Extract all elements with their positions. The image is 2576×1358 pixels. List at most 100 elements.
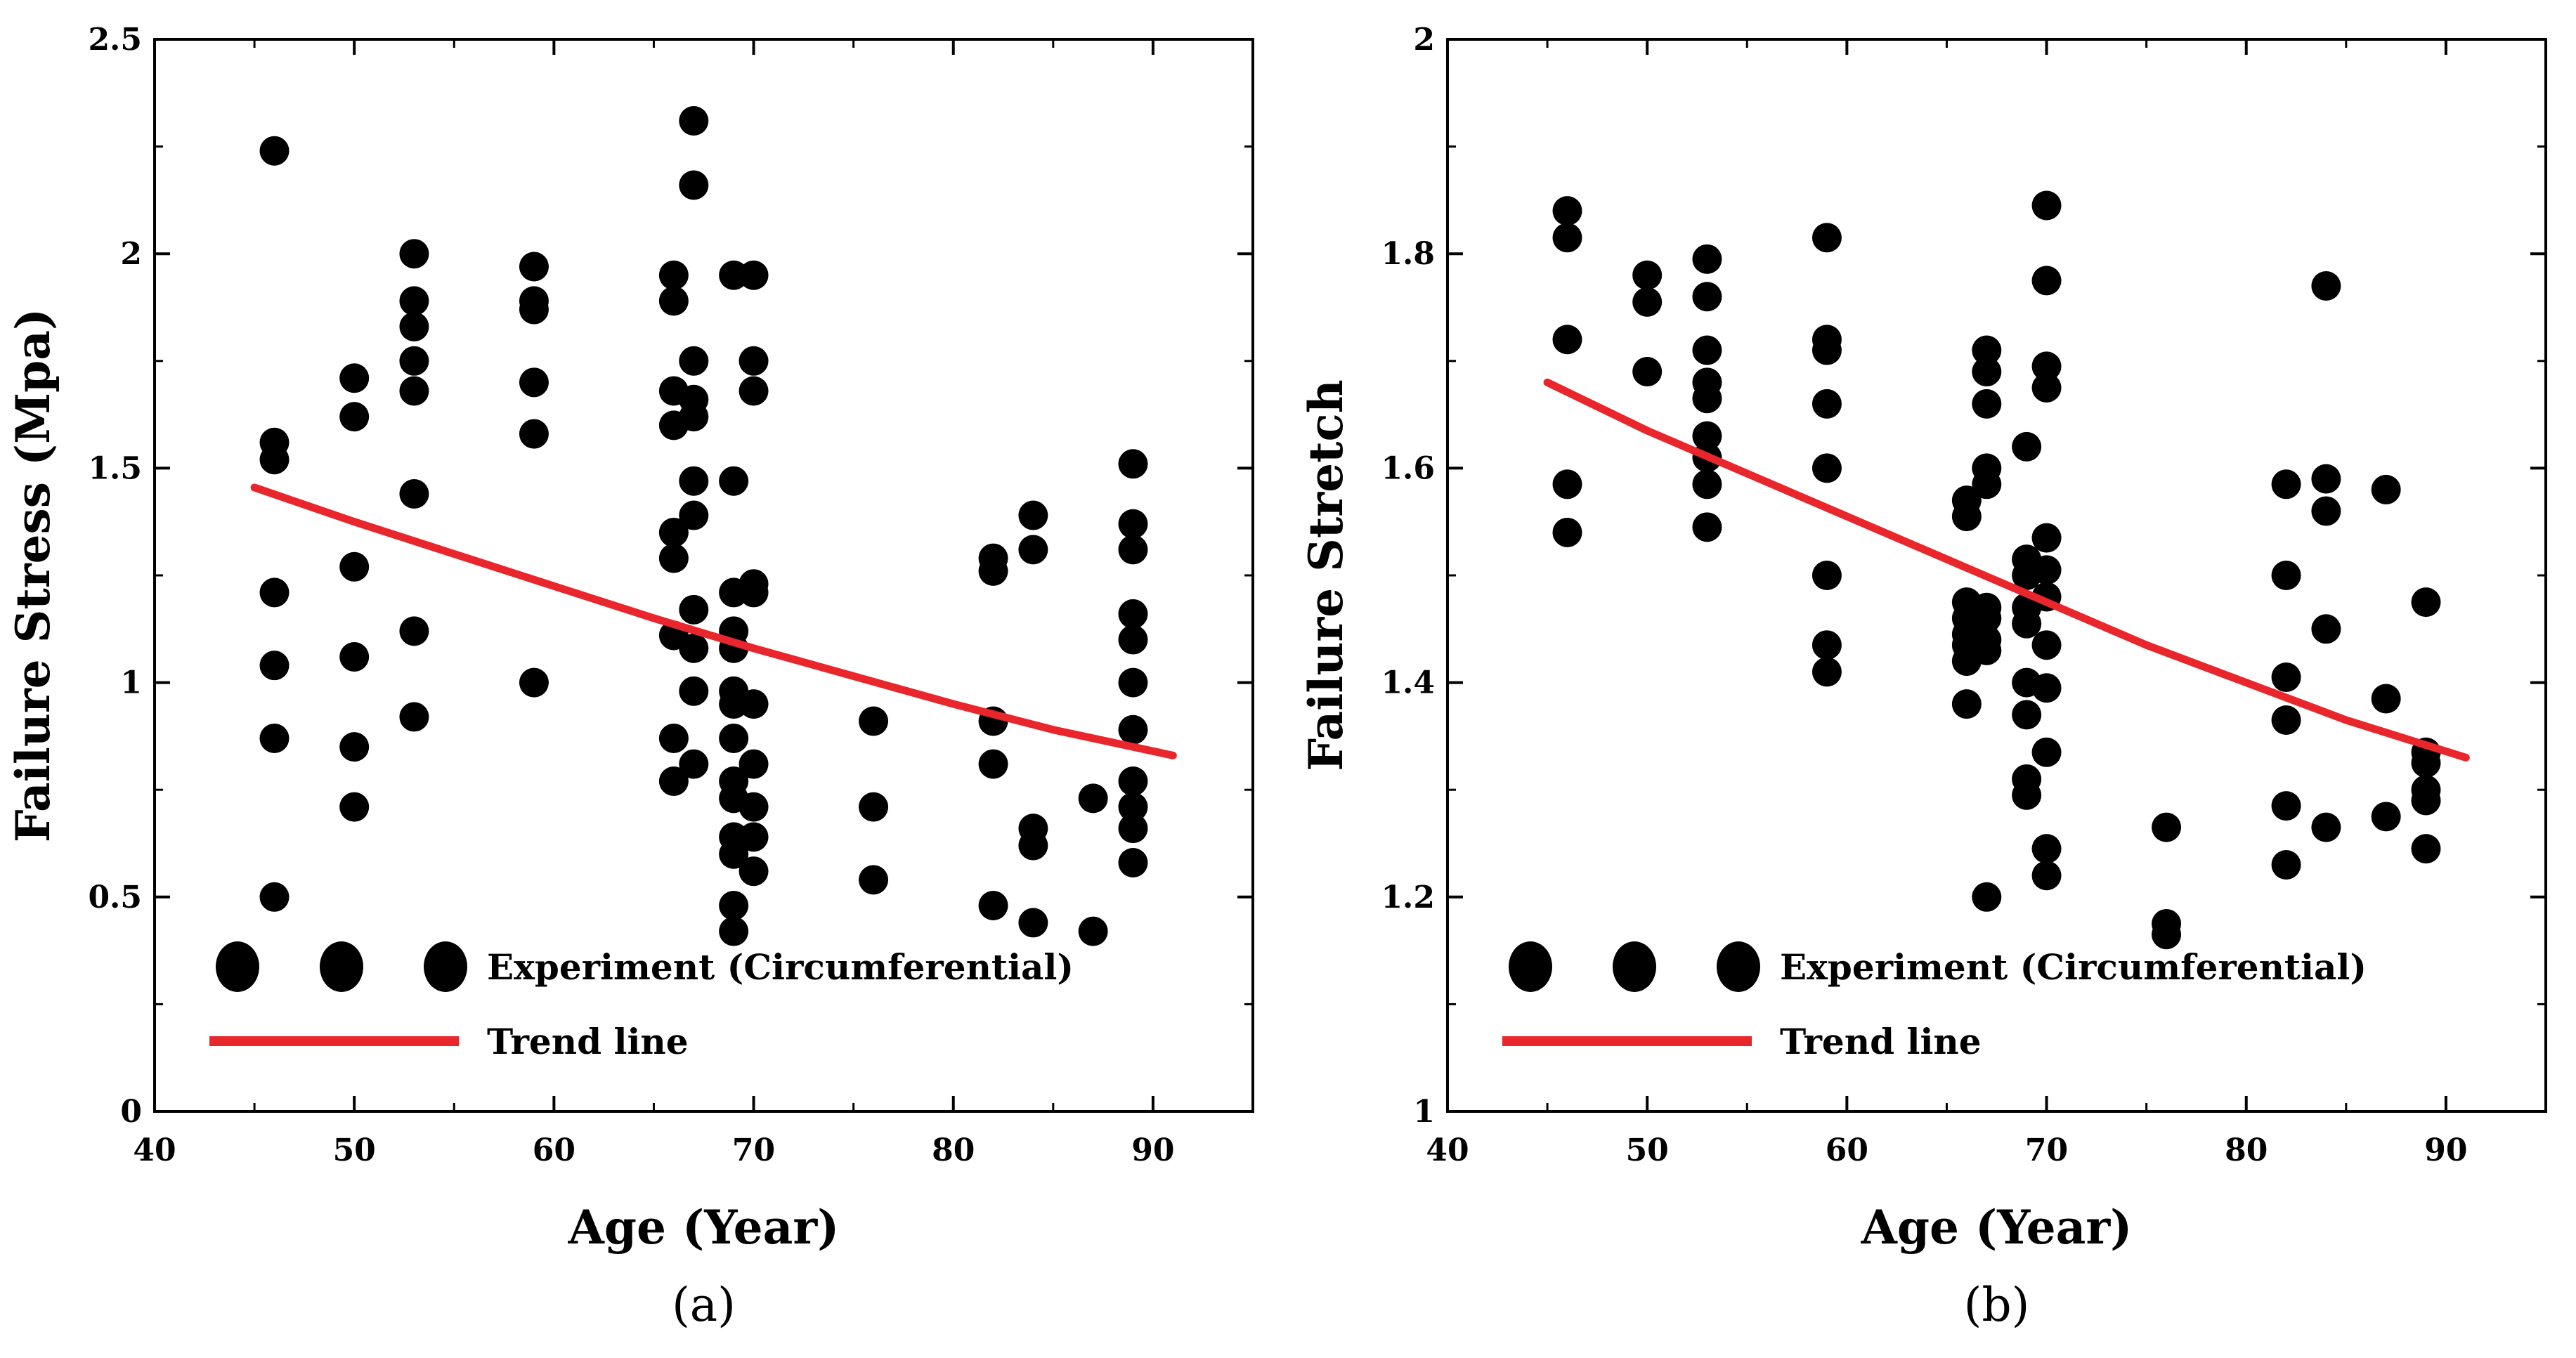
- data-point: [2271, 791, 2301, 821]
- data-point: [1951, 689, 1982, 719]
- data-point: [1972, 635, 2002, 665]
- x-tick-label: 40: [133, 1132, 176, 1168]
- x-tick-label: 50: [333, 1132, 376, 1168]
- data-point: [658, 766, 689, 796]
- data-point: [519, 367, 549, 398]
- data-point: [1078, 916, 1108, 946]
- scatter-series: [1552, 190, 2441, 950]
- data-point: [2031, 190, 2062, 221]
- y-tick-label: 1.4: [1381, 665, 1435, 701]
- data-point: [2271, 850, 2301, 880]
- data-point: [739, 822, 769, 852]
- x-tick-label: 40: [1426, 1132, 1469, 1168]
- data-point: [1692, 335, 1722, 365]
- data-point: [2031, 266, 2062, 296]
- data-point: [2031, 737, 2062, 767]
- data-point: [259, 136, 290, 166]
- data-point: [679, 346, 709, 376]
- data-point: [2031, 673, 2062, 703]
- chart-panel-a: 40 50 60 70 80 90 0 0.5 1 1.5 2 2.5 Age (Year) Failur…: [6, 22, 1254, 1332]
- data-point: [339, 792, 370, 822]
- data-point: [1692, 384, 1722, 414]
- data-point: [2031, 555, 2062, 585]
- data-point: [1972, 882, 2002, 912]
- data-point: [1118, 509, 1148, 539]
- data-point: [1118, 449, 1148, 479]
- data-point: [259, 882, 290, 912]
- data-point: [399, 702, 429, 732]
- data-point: [519, 294, 549, 325]
- data-point: [259, 577, 290, 608]
- data-point: [2371, 684, 2401, 714]
- data-point: [2012, 608, 2042, 639]
- data-point: [399, 311, 429, 341]
- data-point: [399, 346, 429, 376]
- data-point: [719, 466, 749, 496]
- data-point: [739, 792, 769, 822]
- data-point: [2152, 812, 2182, 842]
- data-point: [1811, 389, 1842, 419]
- data-point: [339, 551, 370, 582]
- y-tick-label: 1: [1413, 1094, 1435, 1130]
- x-tick-label: 70: [732, 1132, 775, 1168]
- data-point: [719, 839, 749, 869]
- data-point: [739, 376, 769, 406]
- legend-label-trend: Trend line: [1780, 1021, 1982, 1062]
- data-point: [1692, 421, 1722, 451]
- data-point: [2012, 700, 2042, 730]
- x-axis-title: Age (Year): [1861, 1200, 2133, 1255]
- trend-line: [250, 483, 1177, 759]
- legend: Experiment (Circumferential) Trend line: [1502, 941, 2367, 1062]
- data-point: [2311, 614, 2341, 644]
- data-point: [1972, 389, 2002, 419]
- y-tick-label: 1.5: [88, 450, 142, 486]
- data-point: [859, 792, 889, 822]
- data-point: [1118, 625, 1148, 655]
- data-point: [1951, 502, 1982, 532]
- x-tick-label: 90: [2424, 1132, 2467, 1168]
- data-point: [1118, 792, 1148, 822]
- legend-label-experiment: Experiment (Circumferential): [487, 946, 1074, 988]
- data-point: [519, 252, 549, 282]
- scatter-series: [259, 105, 1148, 946]
- trend-line: [1543, 378, 2470, 762]
- data-point: [658, 286, 689, 316]
- legend-marker-circle: [216, 941, 259, 992]
- data-point: [1018, 830, 1048, 861]
- data-point: [719, 916, 749, 946]
- data-point: [1632, 260, 1663, 290]
- y-tick-label: 2.5: [88, 22, 142, 58]
- y-tick-label: 1.2: [1381, 880, 1435, 915]
- data-point: [1811, 223, 1842, 253]
- data-point: [978, 891, 1008, 921]
- data-point: [1118, 847, 1148, 877]
- data-point: [1811, 561, 1842, 590]
- data-point: [1811, 453, 1842, 483]
- data-point: [1811, 335, 1842, 365]
- data-point: [2031, 834, 2062, 864]
- data-point: [339, 402, 370, 432]
- data-point: [2311, 812, 2341, 842]
- data-point: [1692, 469, 1722, 500]
- data-point: [1632, 357, 1663, 387]
- data-point: [2411, 587, 2441, 618]
- data-point: [339, 363, 370, 393]
- data-point: [679, 500, 709, 530]
- x-tick-label: 80: [932, 1132, 975, 1168]
- data-point: [519, 419, 549, 449]
- data-point: [1552, 325, 1582, 355]
- legend-label-trend: Trend line: [487, 1021, 689, 1062]
- data-point: [1018, 908, 1048, 938]
- data-point: [658, 723, 689, 753]
- data-point: [2411, 785, 2441, 816]
- x-tick-label: 80: [2225, 1132, 2268, 1168]
- data-point: [1078, 783, 1108, 814]
- data-point: [2311, 496, 2341, 526]
- data-point: [2031, 523, 2062, 553]
- data-point: [1692, 244, 1722, 274]
- data-point: [399, 239, 429, 269]
- data-point: [658, 543, 689, 573]
- x-tick-label: 50: [1626, 1132, 1669, 1168]
- data-point: [1018, 535, 1048, 565]
- data-point: [658, 260, 689, 290]
